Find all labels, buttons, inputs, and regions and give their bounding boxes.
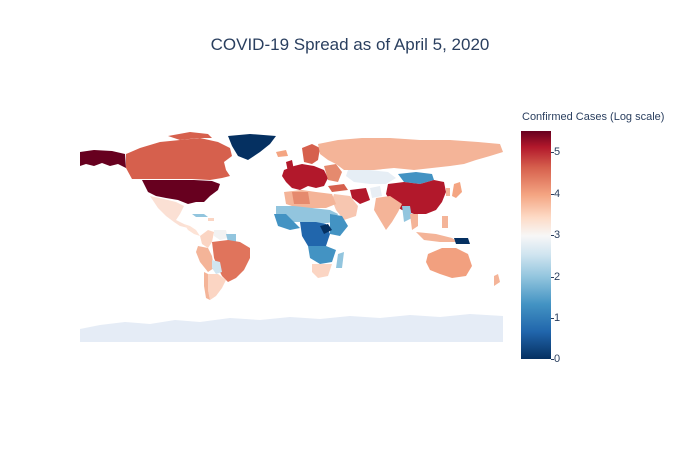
region-north-africa[interactable] (284, 190, 336, 208)
region-algeria[interactable] (292, 192, 310, 204)
world-map-svg (80, 132, 503, 342)
region-afghanistan[interactable] (370, 186, 382, 198)
region-mongolia[interactable] (398, 172, 434, 184)
colorbar-title: Confirmed Cases (Log scale) (522, 111, 665, 123)
colorbar-tick-4: 4 (554, 188, 561, 200)
region-antarctica[interactable] (80, 314, 503, 342)
region-central-america[interactable] (184, 224, 200, 236)
region-mexico[interactable] (150, 196, 188, 228)
region-europe[interactable] (282, 164, 328, 190)
region-malaysia-indonesia[interactable] (416, 232, 458, 242)
region-bolivia[interactable] (212, 260, 222, 274)
colorbar-tickmark (551, 359, 554, 360)
region-greenland[interactable] (228, 134, 276, 160)
colorbar-tick-1: 1 (554, 312, 561, 324)
region-canada[interactable] (126, 138, 232, 180)
region-eastern-europe[interactable] (324, 164, 342, 182)
map-title: COVID-19 Spread as of April 5, 2020 (210, 35, 490, 54)
region-russia[interactable] (318, 138, 503, 170)
region-australia[interactable] (426, 248, 472, 278)
region-alaska[interactable] (80, 150, 126, 168)
region-philippines[interactable] (442, 216, 448, 228)
region-guianas[interactable] (226, 234, 236, 242)
region-madagascar[interactable] (336, 252, 344, 268)
region-south-central-africa[interactable] (308, 246, 336, 264)
region-india[interactable] (374, 196, 402, 230)
colorbar-tick-5: 5 (554, 146, 561, 158)
colorbar-tick-2: 2 (554, 271, 561, 283)
region-colombia[interactable] (200, 230, 214, 248)
choropleth-map[interactable] (80, 130, 503, 342)
region-peru[interactable] (196, 246, 214, 272)
region-canada-islands[interactable] (168, 132, 212, 140)
region-myanmar[interactable] (402, 206, 412, 222)
region-usa[interactable] (142, 180, 220, 204)
colorbar-tickmark (551, 235, 554, 236)
region-chile[interactable] (204, 272, 210, 300)
region-venezuela[interactable] (214, 230, 228, 240)
region-thailand[interactable] (410, 214, 418, 230)
region-iran[interactable] (350, 188, 370, 204)
colorbar-tickmark (551, 152, 554, 153)
colorbar-tickmark (551, 318, 554, 319)
colorbar-tick-3: 3 (554, 229, 561, 241)
colorbar-tickmark (551, 277, 554, 278)
colorbar-tickmark (551, 194, 554, 195)
region-arabia[interactable] (332, 194, 358, 220)
region-scandinavia[interactable] (302, 144, 320, 164)
region-south-africa[interactable] (312, 264, 332, 278)
colorbar-tick-0: 0 (554, 353, 561, 365)
region-new-zealand[interactable] (494, 274, 500, 286)
region-dark-east-africa[interactable] (320, 224, 332, 234)
region-cuba[interactable] (192, 214, 208, 217)
region-argentina[interactable] (208, 274, 226, 300)
region-turkey[interactable] (328, 184, 348, 192)
region-hispaniola[interactable] (208, 218, 214, 221)
region-kazakhstan[interactable] (346, 170, 396, 184)
region-east-africa[interactable] (330, 214, 348, 236)
region-uk[interactable] (286, 160, 294, 172)
region-png[interactable] (454, 238, 470, 244)
region-japan[interactable] (452, 182, 462, 198)
region-korea[interactable] (446, 188, 450, 196)
colorbar (521, 131, 551, 359)
region-west-africa[interactable] (274, 214, 300, 230)
region-iceland[interactable] (276, 150, 288, 157)
